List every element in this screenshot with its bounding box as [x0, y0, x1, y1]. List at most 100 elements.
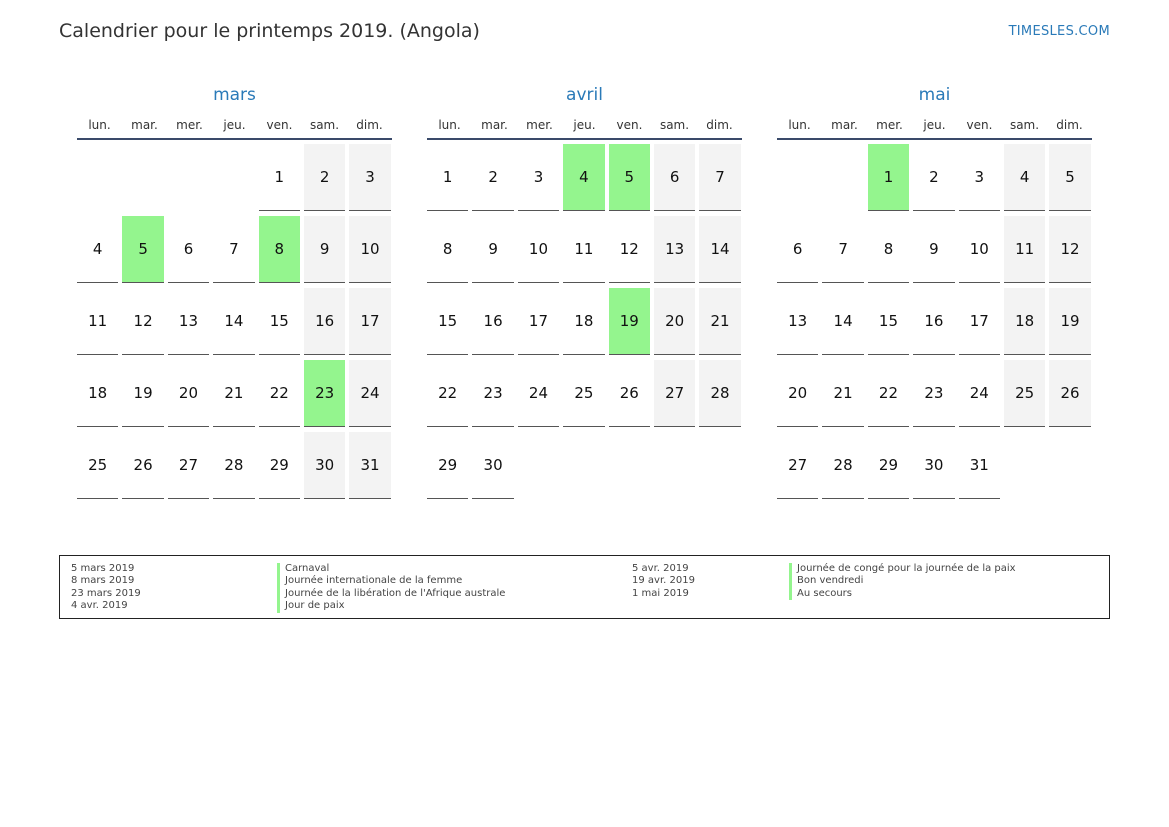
- weekday-label: lun.: [88, 118, 111, 132]
- day-cell: 19: [122, 360, 164, 427]
- day-cell: 7: [699, 144, 741, 211]
- day-cell: 3: [517, 144, 560, 211]
- day-cell: 14: [213, 288, 255, 355]
- weekday-label: dim.: [356, 118, 383, 132]
- day-cell: 4: [77, 216, 119, 283]
- day-cell: 23: [913, 360, 955, 427]
- weekday-label: sam.: [1009, 118, 1040, 132]
- holiday-day-cell: 23: [303, 360, 346, 427]
- day-cell: 12: [122, 288, 164, 355]
- weekday-header: lun. mar. mer. jeu. ven. sam. dim.: [427, 115, 742, 140]
- day-cell: 29: [867, 432, 910, 499]
- weekday-label: jeu.: [223, 118, 246, 132]
- day-cell: 25: [77, 432, 119, 499]
- day-cell: 26: [608, 360, 650, 427]
- weekday-label: mar.: [131, 118, 158, 132]
- day-cell: 14: [699, 216, 741, 283]
- day-cell: 17: [349, 288, 391, 355]
- month-title: mars: [213, 85, 256, 105]
- day-cell: 31: [349, 432, 391, 499]
- month-mars: mars lun. mar. mer. jeu. ven. sam. dim. 1 2 3 4 5 6 7 8…: [77, 83, 392, 499]
- day-cell: 8: [427, 216, 469, 283]
- day-cell: 11: [77, 288, 119, 355]
- day-cell: 9: [913, 216, 955, 283]
- day-grid: 1 2 3 4 5 6 7 8 9 10 11 12 13 14 15 16 17 18 19 20 21 22 23 24 2…: [427, 144, 742, 499]
- day-cell: 30: [913, 432, 955, 499]
- day-cell: 18: [77, 360, 119, 427]
- legend-date: 5 avr. 2019: [632, 563, 689, 574]
- legend-names-right: Journée de congé pour la journée de la p…: [789, 563, 1016, 601]
- holiday-day-cell: 8: [258, 216, 300, 283]
- empty-cell: [213, 144, 254, 210]
- day-cell: 24: [517, 360, 560, 427]
- weekday-header: lun. mar. mer. jeu. ven. sam. dim.: [77, 115, 392, 140]
- legend-holiday-name: Journée de la libération de l'Afrique au…: [277, 587, 505, 601]
- month-title: avril: [566, 85, 603, 105]
- day-cell: 17: [958, 288, 1000, 355]
- day-cell: 2: [913, 144, 955, 211]
- day-cell: 3: [958, 144, 1000, 211]
- day-cell: 1: [258, 144, 300, 211]
- day-cell: 28: [699, 360, 741, 427]
- weekday-label: mar.: [831, 118, 858, 132]
- day-cell: 1: [427, 144, 469, 211]
- day-cell: 24: [349, 360, 391, 427]
- day-cell: 14: [822, 288, 864, 355]
- weekday-label: mar.: [481, 118, 508, 132]
- day-cell: 6: [777, 216, 819, 283]
- day-cell: 16: [303, 288, 346, 355]
- day-cell: 20: [777, 360, 819, 427]
- legend-date: 1 mai 2019: [632, 587, 689, 599]
- legend-holiday-name: Bon vendredi: [789, 575, 1016, 588]
- day-grid: 1 2 3 4 5 6 7 8 9 10 11 12 13 14 15 16 17 18 19 20 21 22 23 24 2…: [77, 144, 392, 499]
- weekday-label: sam.: [659, 118, 690, 132]
- day-cell: 3: [349, 144, 391, 211]
- day-cell: 26: [122, 432, 164, 499]
- site-brand-link[interactable]: TIMESLES.COM: [1008, 24, 1110, 39]
- day-cell: 23: [472, 360, 514, 427]
- holiday-day-cell: 5: [608, 144, 650, 211]
- page-title: Calendrier pour le printemps 2019. (Ango…: [59, 20, 480, 42]
- day-cell: 6: [653, 144, 696, 211]
- weekday-label: ven.: [616, 118, 643, 132]
- holiday-day-cell: 1: [867, 144, 910, 211]
- legend-date: 4 avr. 2019: [71, 600, 128, 612]
- weekday-label: dim.: [706, 118, 733, 132]
- holiday-day-cell: 19: [608, 288, 650, 355]
- day-cell: 15: [427, 288, 469, 355]
- day-cell: 18: [1003, 288, 1046, 355]
- legend-holiday-name: Jour de paix: [277, 600, 505, 613]
- day-cell: 30: [472, 432, 514, 499]
- day-cell: 13: [167, 288, 210, 355]
- day-cell: 24: [958, 360, 1000, 427]
- day-cell: 25: [563, 360, 605, 427]
- day-cell: 2: [472, 144, 514, 211]
- holiday-legend: 5 mars 2019 8 mars 2019 23 mars 2019 4 avr.…: [59, 555, 1110, 619]
- weekday-label: dim.: [1056, 118, 1083, 132]
- month-title: mai: [918, 85, 951, 105]
- day-cell: 27: [167, 432, 210, 499]
- day-cell: 10: [349, 216, 391, 283]
- weekday-label: sam.: [309, 118, 340, 132]
- legend-dates-left: 5 mars 2019 8 mars 2019 23 mars 2019 4 avr.…: [71, 563, 141, 613]
- empty-cell: [822, 144, 863, 210]
- day-cell: 25: [1003, 360, 1046, 427]
- day-cell: 7: [213, 216, 255, 283]
- weekday-label: jeu.: [923, 118, 946, 132]
- day-cell: 13: [653, 216, 696, 283]
- day-cell: 17: [517, 288, 560, 355]
- day-cell: 21: [822, 360, 864, 427]
- day-cell: 20: [167, 360, 210, 427]
- day-cell: 7: [822, 216, 864, 283]
- day-cell: 5: [1049, 144, 1091, 211]
- day-cell: 30: [303, 432, 346, 499]
- day-cell: 28: [822, 432, 864, 499]
- day-cell: 27: [653, 360, 696, 427]
- legend-date: 19 avr. 2019: [632, 575, 695, 587]
- day-cell: 16: [913, 288, 955, 355]
- day-cell: 8: [867, 216, 910, 283]
- month-mai: mai lun. mar. mer. jeu. ven. sam. dim. 1 2 3 4 5 6 7 8 9…: [777, 83, 1092, 499]
- legend-dates-right: 5 avr. 2019 19 avr. 2019 1 mai 2019: [632, 563, 695, 600]
- legend-date: 23 mars 2019: [71, 587, 141, 599]
- day-cell: 12: [608, 216, 650, 283]
